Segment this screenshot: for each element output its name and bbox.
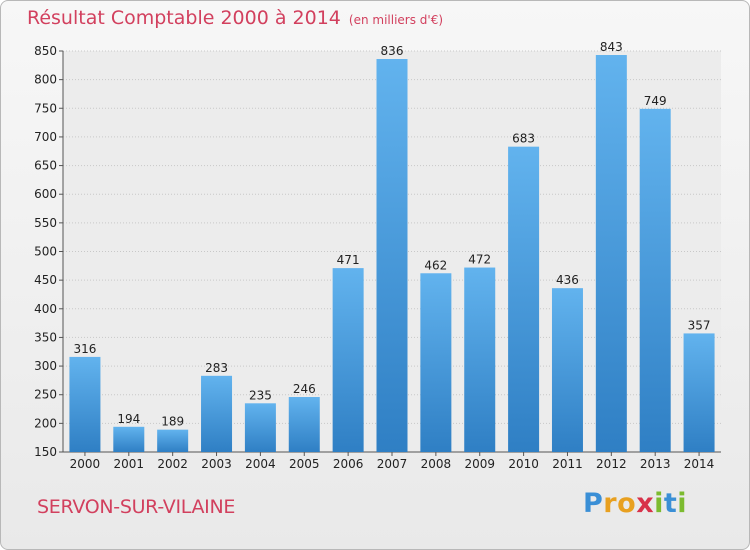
y-tick-label: 600 (34, 187, 57, 201)
y-tick-label: 750 (34, 101, 57, 115)
y-tick-label: 450 (34, 273, 57, 287)
bar-2013 (639, 108, 671, 452)
data-label-2006: 471 (337, 253, 360, 267)
data-label-2014: 357 (688, 318, 711, 332)
y-tick-label: 350 (34, 330, 57, 344)
data-label-2010: 683 (512, 132, 535, 146)
data-label-2007: 836 (381, 44, 404, 58)
x-tick-label-2002: 2002 (157, 457, 188, 471)
x-tick-label-2009: 2009 (464, 457, 495, 471)
data-label-2008: 462 (424, 258, 447, 272)
bar-2010 (508, 146, 540, 452)
x-tick-label-2012: 2012 (596, 457, 627, 471)
bar-2005 (288, 397, 320, 452)
bar-2009 (464, 267, 496, 452)
data-labels: 316 194 189 283 235 246 471 836 462 472 683 436 843 7… (73, 40, 710, 429)
data-label-2002: 189 (161, 415, 184, 429)
y-tick-label: 850 (34, 44, 57, 58)
commune-name: SERVON-SUR-VILAINE (37, 496, 236, 518)
data-label-2005: 246 (293, 382, 316, 396)
y-tick-label: 500 (34, 245, 57, 259)
y-tick-label: 700 (34, 130, 57, 144)
x-tick-label-2014: 2014 (684, 457, 715, 471)
data-label-2012: 843 (600, 40, 623, 54)
bar-2004 (244, 403, 276, 452)
y-tick-label: 650 (34, 159, 57, 173)
chart-title: Résultat Comptable 2000 à 2014 (en millie… (27, 7, 443, 29)
y-tick-label: 200 (34, 416, 57, 430)
x-tick-label-2007: 2007 (377, 457, 408, 471)
bar-2012 (595, 55, 627, 452)
bar-2003 (201, 375, 233, 452)
proxiti-logo: Proxiti (583, 488, 688, 519)
x-tick-label-2013: 2013 (640, 457, 671, 471)
bar-2008 (420, 273, 452, 452)
axes: 150 200 250 300 350 400 450 500 550 600 650 700 750 8… (34, 44, 721, 471)
data-label-2000: 316 (73, 342, 96, 356)
bar-2011 (551, 288, 583, 452)
bars (69, 55, 715, 453)
data-label-2009: 472 (468, 253, 491, 267)
x-tick-label-2004: 2004 (245, 457, 276, 471)
x-tick-label-2000: 2000 (70, 457, 101, 471)
chart-unit: (en milliers d'€) (348, 13, 444, 27)
data-label-2001: 194 (117, 412, 140, 426)
x-tick-label-2010: 2010 (508, 457, 539, 471)
y-tick-label: 550 (34, 216, 57, 230)
y-tick-label: 150 (34, 445, 57, 459)
y-tick-label: 250 (34, 388, 57, 402)
data-label-2004: 235 (249, 388, 272, 402)
x-tick-label-2005: 2005 (289, 457, 320, 471)
x-tick-label-2008: 2008 (421, 457, 452, 471)
y-tick-label: 300 (34, 359, 57, 373)
x-tick-label-2001: 2001 (114, 457, 145, 471)
x-tick-label-2006: 2006 (333, 457, 364, 471)
bar-2002 (157, 429, 189, 452)
bar-2007 (376, 59, 408, 453)
data-label-2011: 436 (556, 273, 579, 287)
bar-2006 (332, 268, 364, 452)
data-label-2013: 749 (644, 94, 667, 108)
bar-2014 (683, 333, 715, 452)
bar-2000 (69, 356, 101, 452)
x-tick-label-2011: 2011 (552, 457, 583, 471)
y-tick-label: 800 (34, 73, 57, 87)
data-label-2003: 283 (205, 361, 228, 375)
x-tick-label-2003: 2003 (201, 457, 232, 471)
bar-2001 (113, 426, 145, 452)
chart-title-text: Résultat Comptable 2000 à 2014 (27, 7, 341, 29)
y-tick-label: 400 (34, 302, 57, 316)
